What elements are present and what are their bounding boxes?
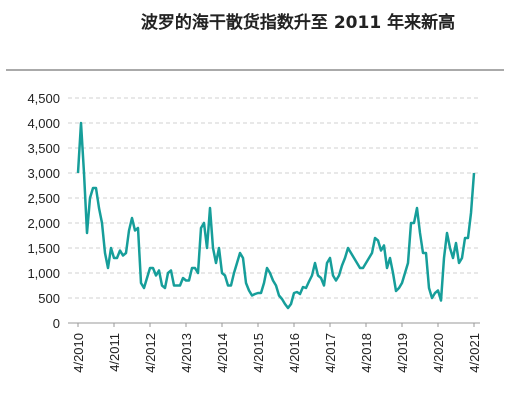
- y-tick-label: 1,500: [27, 241, 60, 256]
- x-tick-label: 4/2014: [215, 333, 230, 373]
- x-tick-label: 4/2016: [287, 333, 302, 373]
- x-tick-label: 4/2010: [71, 333, 86, 373]
- y-tick-label: 0: [53, 316, 60, 331]
- y-tick-label: 4,000: [27, 116, 60, 131]
- chart-title: 波罗的海干散货指数升至 2011 年来新高: [141, 12, 455, 33]
- y-tick-label: 3,000: [27, 166, 60, 181]
- y-tick-label: 2,500: [27, 191, 60, 206]
- x-tick-label: 4/2015: [251, 333, 266, 373]
- x-tick-label: 4/2020: [431, 333, 446, 373]
- y-tick-label: 2,000: [27, 216, 60, 231]
- y-tick-label: 4,500: [27, 91, 60, 106]
- x-tick-label: 4/2021: [467, 333, 482, 373]
- x-tick-label: 4/2018: [359, 333, 374, 373]
- x-tick-label: 4/2012: [143, 333, 158, 373]
- y-tick-label: 500: [38, 291, 60, 306]
- x-tick-label: 4/2017: [323, 333, 338, 373]
- y-tick-label: 3,500: [27, 141, 60, 156]
- y-tick-label: 1,000: [27, 266, 60, 281]
- x-tick-label: 4/2013: [179, 333, 194, 373]
- x-tick-label: 4/2019: [395, 333, 410, 373]
- data-line: [76, 121, 476, 310]
- x-tick-label: 4/2011: [107, 333, 122, 372]
